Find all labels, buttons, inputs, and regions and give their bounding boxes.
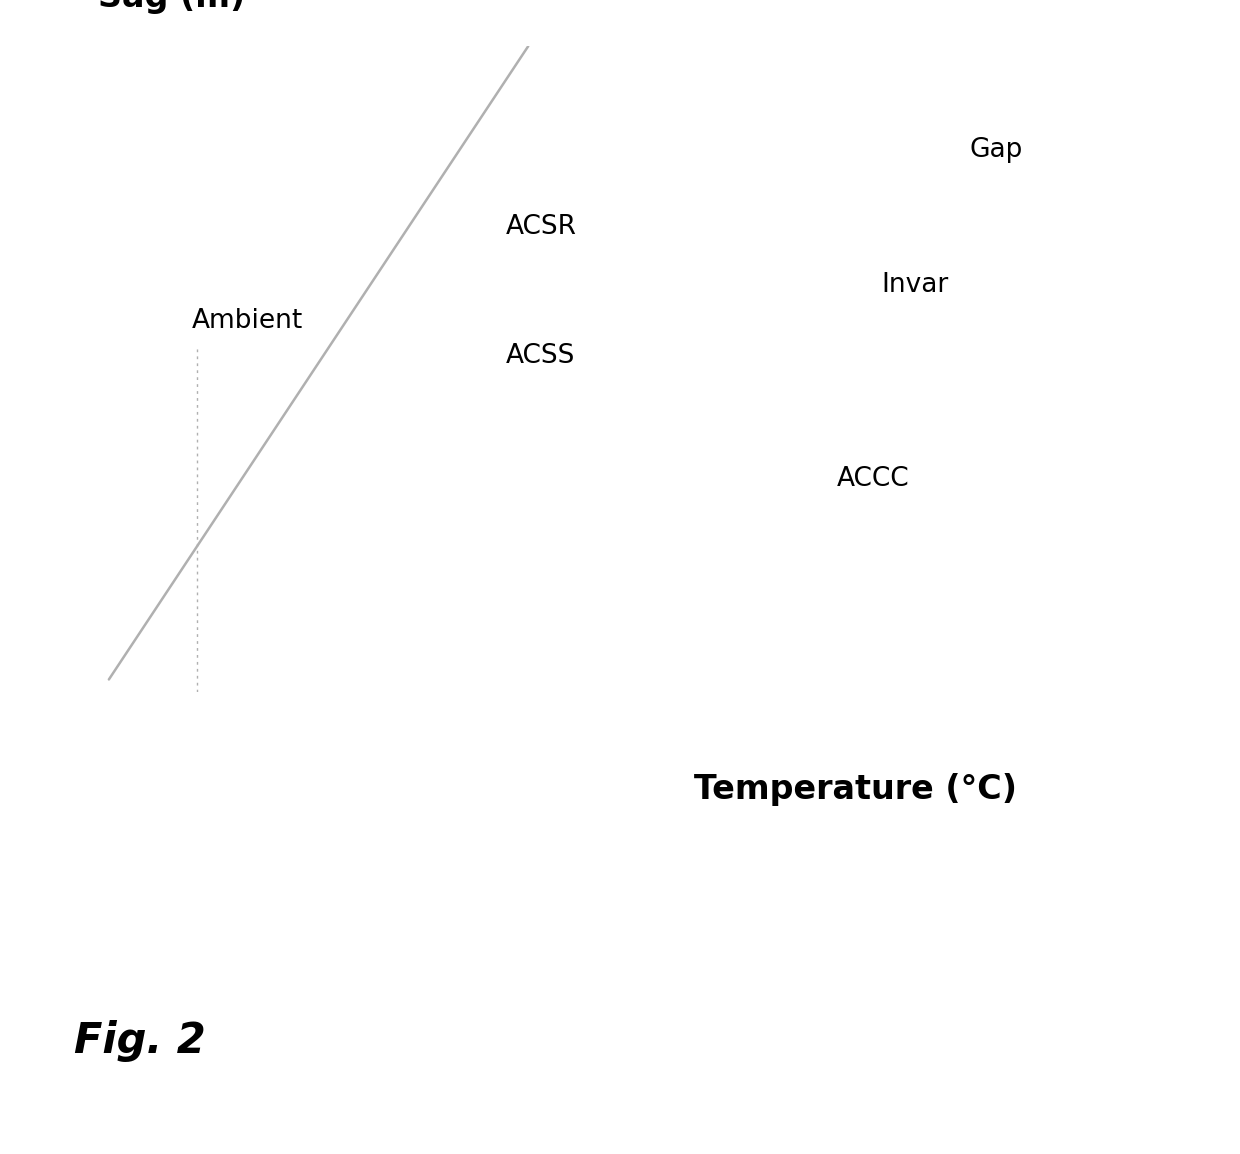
Text: Ambient: Ambient [192,308,303,334]
Text: ACSR: ACSR [506,215,577,240]
Text: Temperature (°C): Temperature (°C) [694,773,1017,807]
Text: Sag (m): Sag (m) [98,0,246,14]
Text: ACCC: ACCC [837,466,910,492]
Text: Invar: Invar [882,272,949,298]
Text: Gap: Gap [970,136,1023,163]
Text: Fig. 2: Fig. 2 [74,1020,206,1062]
Text: ACSS: ACSS [506,344,575,369]
